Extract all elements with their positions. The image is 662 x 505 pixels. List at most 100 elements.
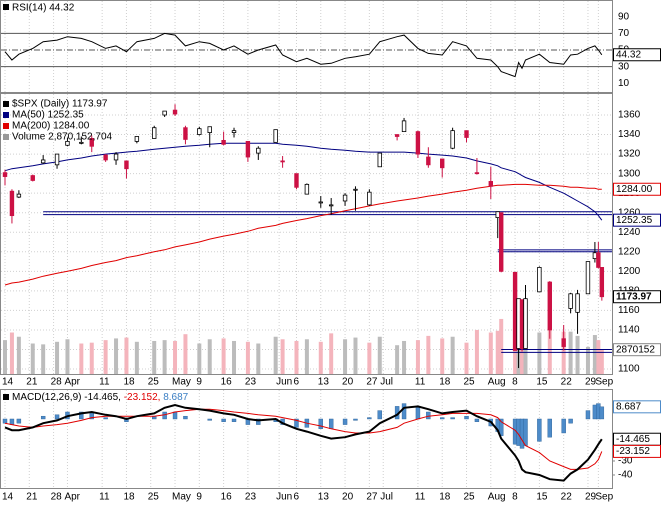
histogram-bar (221, 418, 226, 422)
value-box-label: 1173.97 (616, 291, 652, 302)
y-tick-label: -30 (618, 456, 633, 467)
candle-body (207, 126, 212, 133)
candle-body (561, 338, 566, 347)
candle-body (54, 153, 60, 166)
candle-body (152, 127, 157, 139)
candle-body (495, 211, 500, 218)
candle-body (9, 190, 15, 217)
histogram-bar (294, 418, 299, 428)
x-tick-label: 13 (318, 492, 330, 503)
x-tick-label: Jul (380, 377, 393, 388)
histogram-bar (79, 411, 84, 420)
candle-body (65, 140, 70, 146)
value-box-label: 1284.00 (616, 184, 653, 195)
legend-label: Volume 2,870,152,704 (12, 132, 113, 143)
candle-body (377, 152, 382, 168)
candle-body (124, 160, 129, 170)
volume-bar (103, 340, 108, 374)
value-box-label: 2870152 (616, 344, 655, 355)
candle-body (474, 172, 480, 175)
volume-bar (79, 343, 84, 374)
volume-bar (402, 340, 407, 374)
candle-body (342, 194, 348, 202)
volume-bar (197, 343, 202, 374)
volume-bar (474, 329, 479, 374)
candle-body (134, 136, 140, 142)
x-tick-label: Apr (64, 377, 80, 388)
histogram-bar (561, 418, 566, 434)
histogram-bar (568, 418, 573, 424)
histogram-bar (16, 418, 22, 424)
x-tick-label: 28 (51, 492, 63, 503)
histogram-bar (537, 418, 542, 442)
histogram-bar (401, 403, 407, 420)
histogram-bar (207, 418, 212, 421)
volume-bar (440, 338, 445, 374)
value-box (613, 343, 661, 357)
y-tick-label: 1360 (618, 110, 641, 121)
candle-body (294, 173, 299, 188)
candle-body (256, 147, 261, 154)
x-tick-label: 20 (342, 492, 354, 503)
volume-bar (304, 339, 309, 374)
volume-bar (329, 333, 334, 374)
candle-body (394, 134, 400, 137)
volume-bar (537, 332, 542, 374)
y-tick-label: 1340 (618, 129, 641, 140)
y-tick-label: 1140 (618, 325, 640, 336)
x-tick-label: 8 (512, 377, 518, 388)
volume-bar (395, 345, 400, 374)
candle-body (426, 156, 431, 166)
x-tick-label: 11 (99, 377, 110, 388)
volume-bar (232, 340, 237, 374)
candle-body (103, 154, 108, 161)
value-box-label: -23.152 (616, 446, 650, 457)
macd-panel (0, 389, 613, 489)
volume-bar (547, 327, 552, 374)
value-box-label: 8.687 (616, 401, 641, 412)
x-tick-label: 25 (148, 492, 160, 503)
legend-swatch (3, 4, 9, 10)
candle-body (516, 298, 521, 349)
volume-bar (221, 338, 226, 374)
histogram-bar (172, 411, 178, 420)
value-box (613, 290, 661, 304)
x-tick-label: 22 (561, 492, 573, 503)
volume-bar (9, 332, 14, 374)
volume-bar (55, 341, 60, 374)
x-tick-label: May (172, 377, 191, 388)
candle-body (231, 130, 237, 133)
legend-label: MA(50) 1252.35 (12, 110, 84, 121)
legend-part: 8.687 (160, 392, 188, 403)
volume-bar (450, 336, 455, 374)
volume-bar (596, 340, 601, 374)
x-tick-label: 6 (293, 377, 299, 388)
volume-bar (499, 318, 504, 374)
volume-bar (415, 340, 420, 374)
histogram-bar (231, 418, 237, 422)
volume-bar (575, 335, 580, 374)
histogram-bar (256, 418, 261, 425)
candle-body (523, 298, 528, 349)
x-tick-label: 25 (464, 377, 476, 388)
volume-bar (256, 343, 261, 374)
candle-body (519, 299, 525, 349)
volume-bar (183, 334, 188, 374)
x-tick-label: 27 (366, 377, 378, 388)
legend-swatch (3, 394, 9, 400)
value-box-label: 1252.35 (616, 215, 653, 226)
volume-bar (162, 340, 167, 374)
x-tick-label: 11 (415, 377, 426, 388)
candle-body (537, 267, 542, 293)
x-tick-label: 21 (26, 377, 38, 388)
volume-bar (3, 340, 7, 374)
volume-bar (41, 344, 46, 374)
histogram-bar (450, 417, 455, 420)
candle-body (318, 201, 323, 204)
x-tick-label: 18 (439, 377, 451, 388)
y-tick-label: 1320 (618, 149, 641, 160)
x-tick-label: 15 (536, 377, 548, 388)
rsi-panel (0, 0, 613, 93)
x-tick-label: 22 (561, 377, 573, 388)
